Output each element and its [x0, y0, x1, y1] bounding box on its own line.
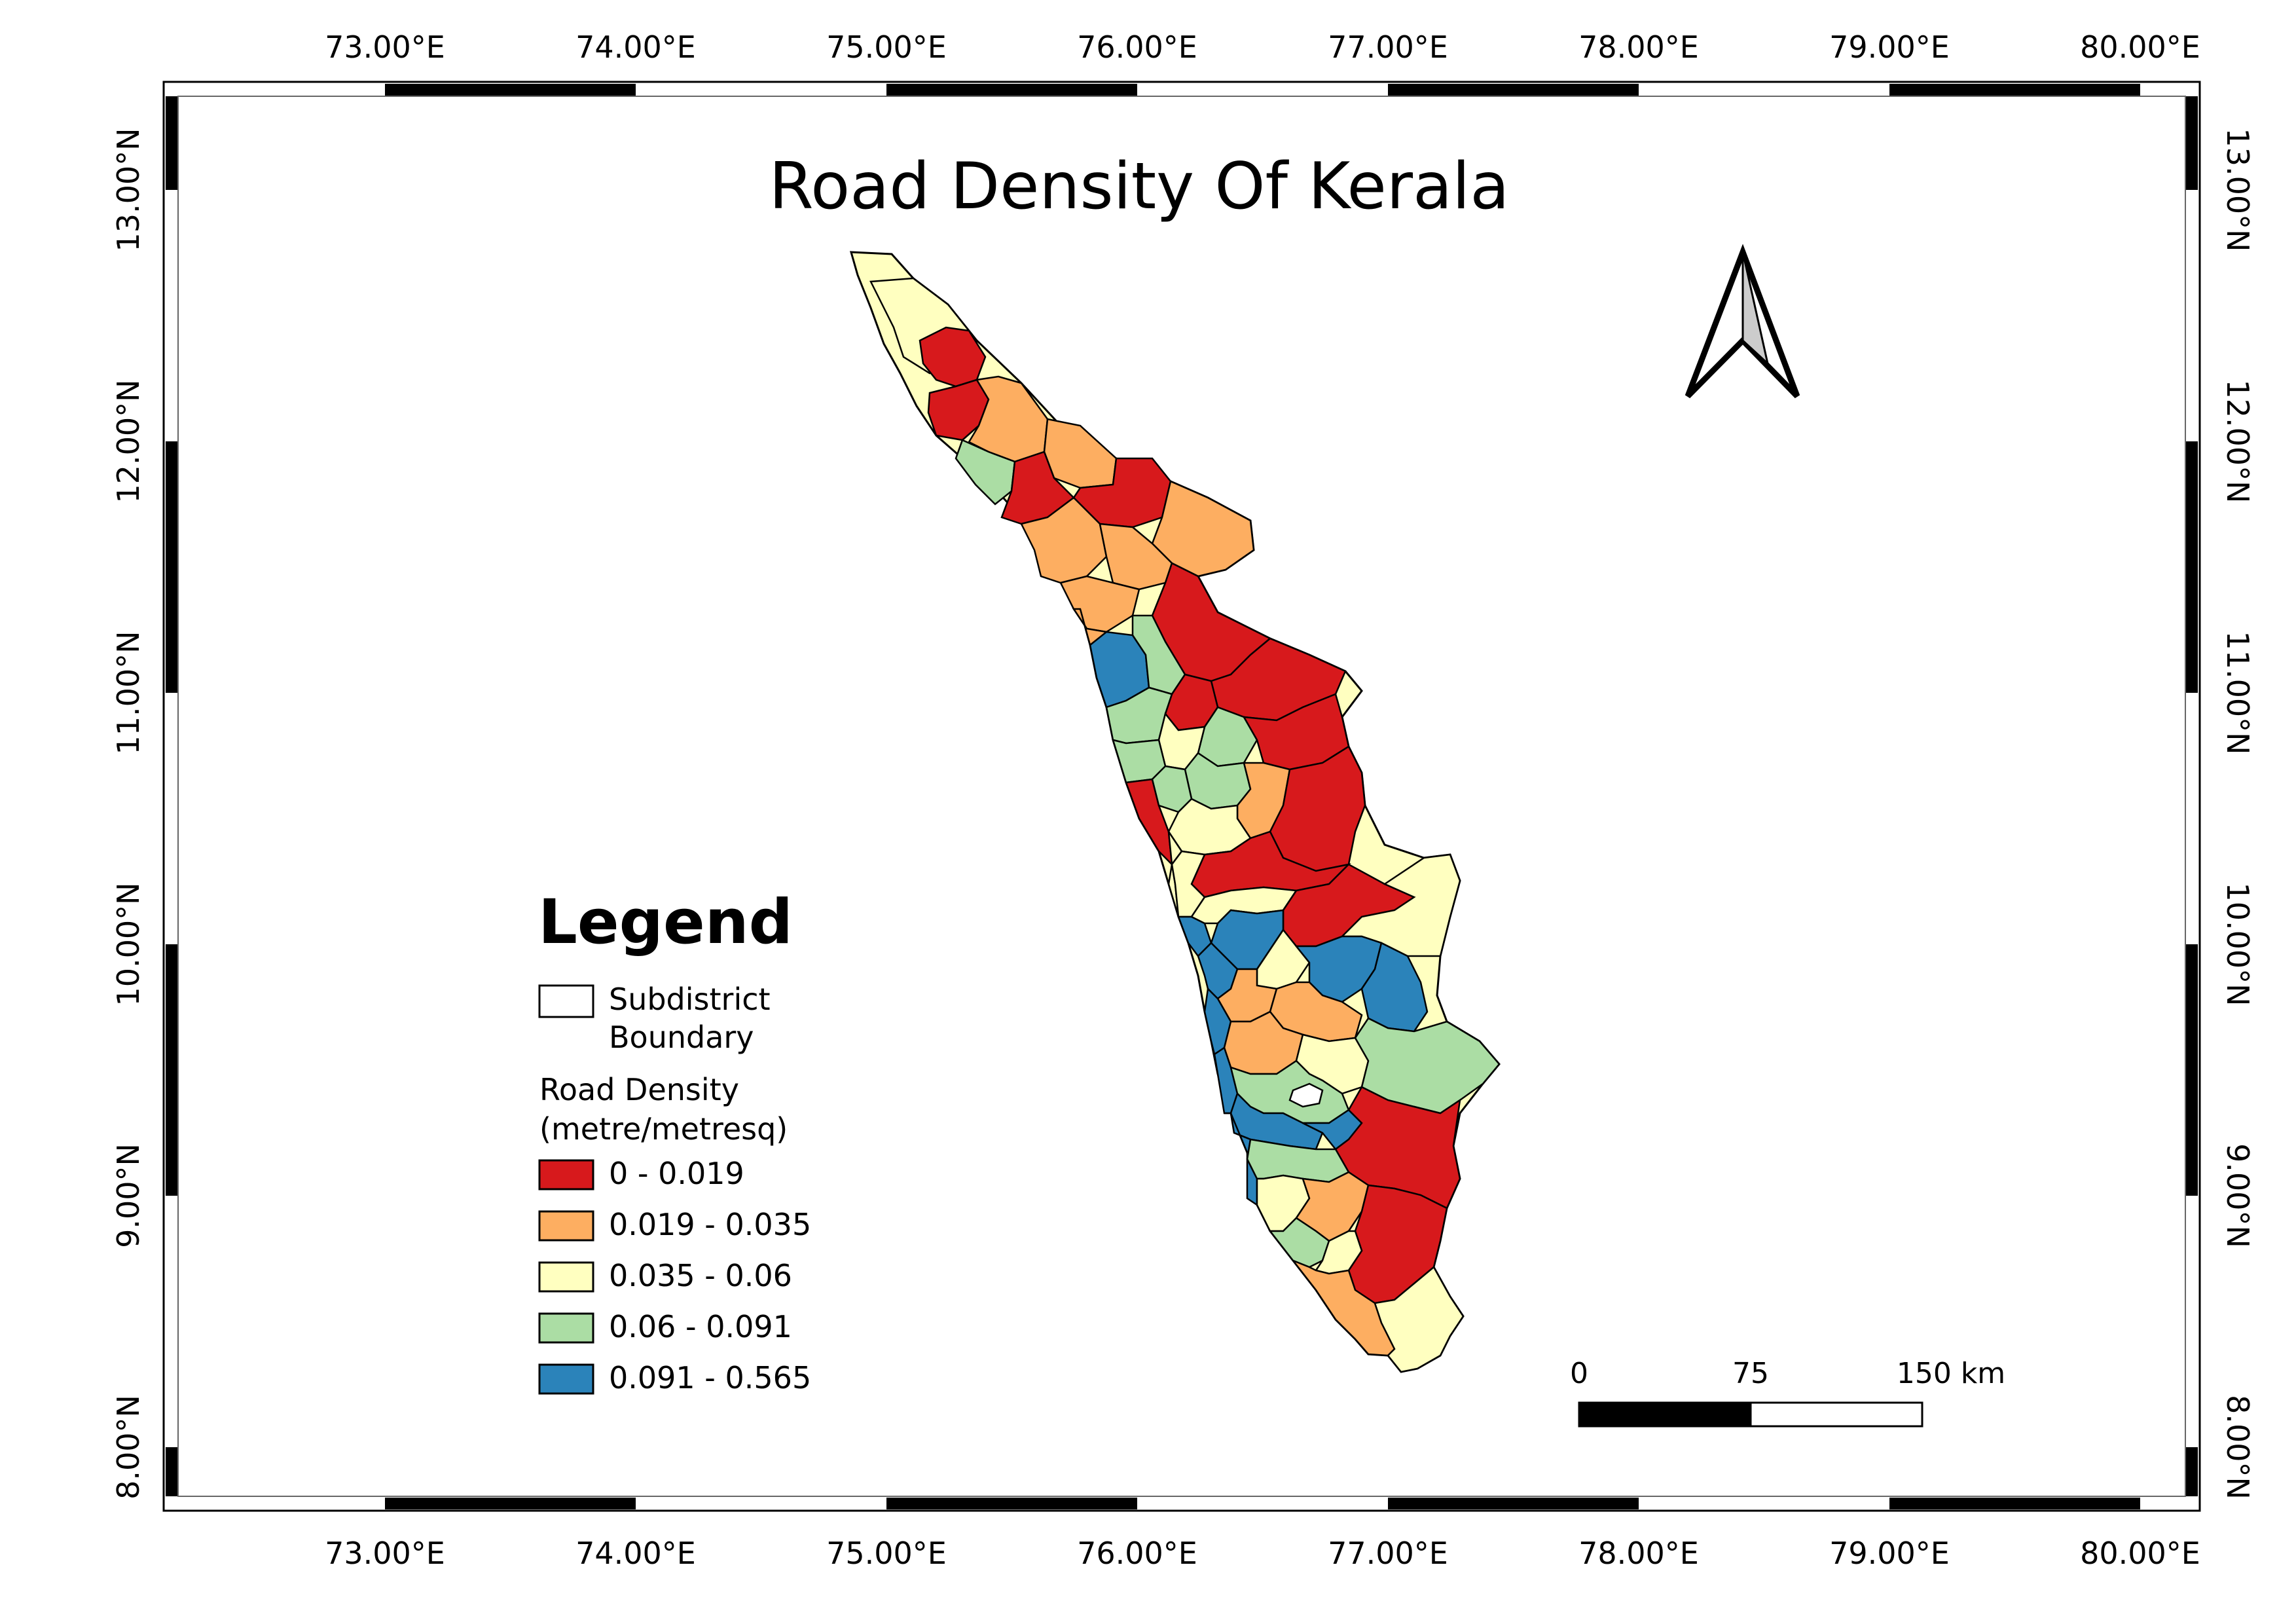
latitude-label-right: 12.00°N — [2220, 379, 2255, 503]
latitude-label-left: 10.00°N — [111, 882, 146, 1006]
legend-swatch — [538, 1312, 594, 1344]
frame-tick-bottom — [385, 1498, 636, 1509]
longitude-label-bottom: 75.00°E — [826, 1536, 947, 1571]
frame-tick-right — [2186, 1447, 2198, 1496]
latitude-label-right: 11.00°N — [2220, 631, 2255, 754]
latitude-label-right: 9.00°N — [2220, 1143, 2255, 1248]
legend-class-label: 0 - 0.019 — [609, 1156, 744, 1191]
longitude-label-bottom: 79.00°E — [1829, 1536, 1950, 1571]
legend-class-label: 0.06 - 0.091 — [609, 1309, 792, 1344]
longitude-label-bottom: 78.00°E — [1578, 1536, 1699, 1571]
subdistrict-north-green — [955, 439, 1016, 506]
longitude-label-top: 76.00°E — [1077, 29, 1197, 65]
frame-tick-left — [166, 96, 177, 190]
subdistrict-palakkad-red — [1269, 745, 1366, 872]
longitude-label-bottom: 77.00°E — [1328, 1536, 1448, 1571]
longitude-label-top: 74.00°E — [575, 29, 696, 65]
longitude-label-bottom: 74.00°E — [575, 1536, 696, 1571]
scale-bar: 0 75 150 km — [1570, 1357, 2005, 1428]
graticule-frame-ticks — [166, 84, 2198, 1509]
legend: Legend Subdistrict Boundary Road Density… — [538, 887, 811, 1395]
legend-boundary-label-line1: Subdistrict — [609, 982, 771, 1017]
latitude-label-right: 10.00°N — [2220, 882, 2255, 1006]
north-arrow-hatch — [1741, 251, 1770, 367]
legend-boundary-label-line2: Boundary — [609, 1020, 754, 1055]
latitude-label-right: 8.00°N — [2220, 1395, 2255, 1500]
frame-tick-left — [166, 441, 177, 693]
latitude-label-left: 8.00°N — [111, 1395, 146, 1500]
frame-tick-top — [886, 84, 1137, 96]
legend-class-label: 0.091 - 0.565 — [609, 1360, 811, 1395]
frame-tick-right — [2186, 944, 2198, 1196]
latitude-labels-left: 13.00°N 12.00°N 11.00°N 10.00°N 9.00°N 8.00°N — [111, 128, 146, 1499]
scale-bar-segment-2 — [1749, 1401, 1923, 1428]
frame-tick-bottom — [1889, 1498, 2140, 1509]
legend-class-label: 0.019 - 0.035 — [609, 1207, 811, 1242]
frame-tick-top — [385, 84, 636, 96]
map-inner-frame — [177, 96, 2186, 1497]
scale-bar-label-0: 0 — [1570, 1357, 1588, 1390]
frame-tick-right — [2186, 96, 2198, 190]
subdistrict-kozhikode-orange-1 — [1020, 496, 1108, 584]
longitude-label-top: 78.00°E — [1578, 29, 1699, 65]
legend-class-list: 0 - 0.019 0.019 - 0.035 0.035 - 0.06 0.06 -… — [538, 1156, 811, 1395]
legend-boundary-swatch — [538, 984, 594, 1018]
frame-tick-bottom — [1388, 1498, 1639, 1509]
longitude-labels-top: 73.00°E 74.00°E 75.00°E 76.00°E 77.00°E 78.00… — [325, 29, 2200, 65]
legend-swatch — [538, 1210, 594, 1242]
frame-tick-left — [166, 1447, 177, 1496]
scale-bar-segment-1 — [1578, 1401, 1752, 1428]
longitude-label-top: 77.00°E — [1328, 29, 1448, 65]
latitude-labels-right: 13.00°N 12.00°N 11.00°N 10.00°N 9.00°N 8.00°N — [2220, 128, 2255, 1499]
frame-tick-top — [1388, 84, 1639, 96]
longitude-label-top: 80.00°E — [2080, 29, 2200, 65]
frame-tick-top — [1889, 84, 2140, 96]
map-title: Road Density Of Kerala — [769, 149, 1510, 224]
latitude-label-left: 11.00°N — [111, 631, 146, 754]
kerala-subdistricts — [849, 251, 1501, 1373]
longitude-label-top: 79.00°E — [1829, 29, 1950, 65]
longitude-label-bottom: 80.00°E — [2080, 1536, 2200, 1571]
frame-tick-right — [2186, 441, 2198, 693]
legend-swatch — [538, 1363, 594, 1395]
legend-swatch — [538, 1159, 594, 1190]
latitude-label-left: 13.00°N — [111, 128, 146, 251]
subdistrict-nedumangad-yellow — [1374, 1266, 1465, 1373]
longitude-label-bottom: 76.00°E — [1077, 1536, 1197, 1571]
legend-class-label: 0.035 - 0.06 — [609, 1258, 792, 1293]
longitude-label-top: 73.00°E — [325, 29, 445, 65]
latitude-label-left: 12.00°N — [111, 379, 146, 503]
scale-bar-label-150: 150 km — [1897, 1357, 2005, 1390]
subdistrict-nodata-white — [1288, 1082, 1324, 1108]
longitude-labels-bottom: 73.00°E 74.00°E 75.00°E 76.00°E 77.00°E 78.00… — [325, 1536, 2200, 1571]
longitude-label-top: 75.00°E — [826, 29, 947, 65]
frame-tick-bottom — [886, 1498, 1137, 1509]
legend-density-title-line1: Road Density — [539, 1072, 739, 1107]
frame-tick-left — [166, 944, 177, 1196]
latitude-label-right: 13.00°N — [2220, 128, 2255, 251]
legend-heading: Legend — [538, 887, 793, 958]
north-arrow — [1685, 244, 1800, 399]
latitude-label-left: 9.00°N — [111, 1143, 146, 1248]
legend-density-title-line2: (metre/metresq) — [539, 1111, 788, 1147]
legend-swatch — [538, 1261, 594, 1293]
longitude-label-bottom: 73.00°E — [325, 1536, 445, 1571]
scale-bar-label-75: 75 — [1732, 1357, 1769, 1390]
